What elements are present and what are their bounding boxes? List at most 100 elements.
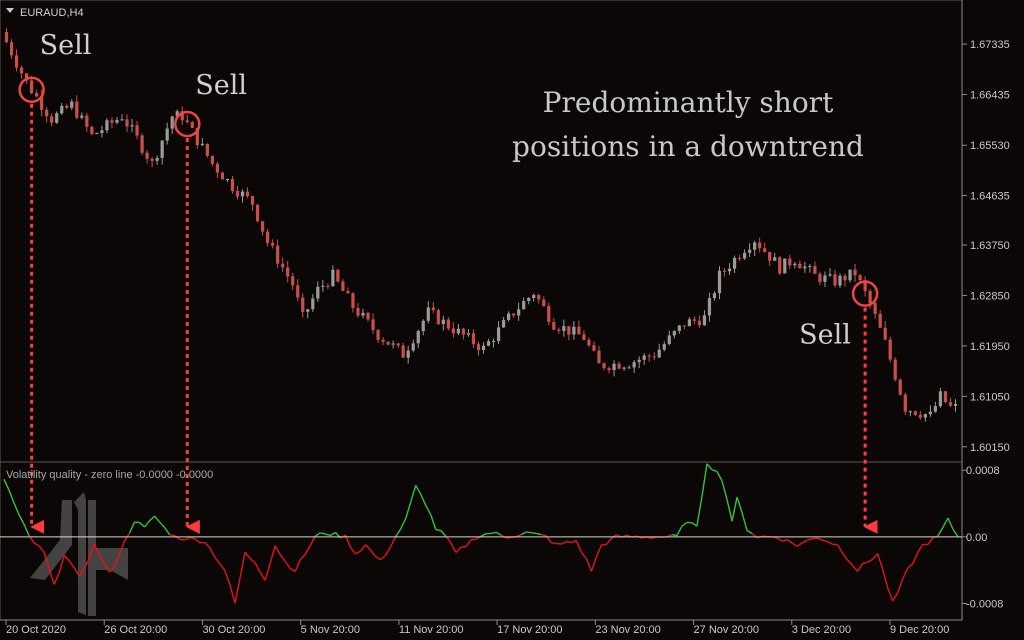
svg-text:-0.0008: -0.0008 bbox=[966, 599, 1003, 611]
candle bbox=[80, 112, 84, 120]
candle bbox=[667, 330, 671, 346]
indicator-segment bbox=[134, 521, 140, 524]
candle bbox=[361, 308, 365, 319]
candle bbox=[702, 310, 707, 326]
candle bbox=[602, 362, 606, 371]
candle bbox=[341, 279, 345, 292]
candle bbox=[421, 319, 425, 336]
indicator-segment bbox=[174, 535, 181, 540]
candle bbox=[160, 140, 164, 165]
candle bbox=[140, 133, 144, 156]
price-axis: 1.67335 1.66435 1.65530 1.64635 1.63750 1.628… bbox=[962, 39, 1010, 454]
indicator-segment bbox=[33, 542, 40, 547]
symbol-dropdown-icon[interactable] bbox=[6, 8, 14, 13]
candle bbox=[567, 326, 571, 341]
svg-text:1.65530: 1.65530 bbox=[970, 140, 1010, 152]
indicator-segment bbox=[786, 539, 793, 544]
candle bbox=[466, 329, 471, 337]
indicator-segment bbox=[149, 515, 156, 522]
candle bbox=[737, 254, 742, 262]
indicator-segment bbox=[440, 530, 447, 537]
candle bbox=[331, 265, 335, 288]
indicator-segment bbox=[671, 533, 677, 537]
indicator-segment bbox=[435, 528, 441, 532]
indicator-segment bbox=[415, 485, 422, 495]
indicator-segment bbox=[259, 571, 266, 581]
candle bbox=[230, 175, 235, 194]
candle bbox=[235, 185, 240, 200]
indicator-segment bbox=[38, 545, 45, 553]
price-tick: 1.61950 bbox=[962, 341, 1010, 353]
candle bbox=[19, 65, 24, 79]
candle bbox=[205, 143, 209, 158]
candle bbox=[577, 320, 581, 335]
candle bbox=[607, 366, 611, 374]
candle bbox=[948, 397, 953, 408]
candle bbox=[406, 345, 410, 364]
watermark-logo bbox=[30, 492, 128, 616]
candle bbox=[933, 401, 938, 413]
candle bbox=[436, 308, 440, 326]
candle bbox=[316, 281, 320, 302]
candle bbox=[145, 150, 149, 164]
indicator-segment bbox=[817, 537, 823, 541]
candle bbox=[386, 341, 390, 346]
candle bbox=[110, 117, 114, 129]
candle bbox=[622, 366, 626, 371]
candle bbox=[45, 106, 49, 123]
indicator-segment bbox=[847, 559, 854, 566]
candle bbox=[532, 293, 536, 302]
indicator-tick: 0.0008 bbox=[962, 465, 1000, 477]
indicator-segment bbox=[601, 543, 607, 546]
time-tick: 20 Oct 2020 bbox=[5, 620, 66, 636]
candle bbox=[245, 187, 250, 198]
candle bbox=[115, 117, 119, 125]
indicator-segment bbox=[204, 541, 211, 549]
candle bbox=[496, 321, 501, 345]
time-tick: 11 Nov 20:00 bbox=[398, 620, 464, 636]
candle bbox=[260, 220, 265, 236]
indicator-segment bbox=[214, 557, 221, 565]
indicator-segment bbox=[726, 499, 733, 522]
candle bbox=[366, 311, 370, 322]
candle bbox=[501, 316, 506, 328]
indicator-segment bbox=[691, 522, 698, 527]
candle bbox=[918, 410, 922, 420]
indicator-segment bbox=[952, 528, 959, 538]
candle bbox=[35, 89, 39, 98]
indicator-segment bbox=[144, 520, 151, 528]
indicator-segment bbox=[43, 552, 50, 570]
indicator-segment bbox=[812, 537, 818, 540]
indicator-segment bbox=[947, 517, 954, 530]
candle bbox=[657, 343, 661, 359]
candle bbox=[798, 260, 802, 269]
candle bbox=[522, 297, 526, 310]
indicator-segment bbox=[234, 578, 241, 604]
indicator-segment bbox=[551, 542, 557, 545]
indicator-segment bbox=[264, 563, 271, 581]
indicator-segment bbox=[314, 532, 321, 537]
candle bbox=[180, 106, 184, 126]
indicator-segment bbox=[118, 540, 126, 556]
sell-annotation: Sell bbox=[799, 280, 879, 534]
indicator-segment bbox=[887, 587, 894, 602]
indicator-segment bbox=[566, 540, 572, 544]
candle bbox=[953, 399, 958, 412]
svg-text:5 Nov 20:00: 5 Nov 20:00 bbox=[301, 624, 360, 636]
candle bbox=[542, 296, 546, 307]
candle bbox=[833, 269, 837, 288]
candle bbox=[100, 125, 104, 138]
indicator-segment bbox=[325, 533, 331, 537]
candle bbox=[165, 122, 169, 145]
price-panel-frame bbox=[0, 0, 963, 463]
indicator-axis: 0.0008 0.00 -0.0008 bbox=[962, 465, 1003, 611]
candle bbox=[818, 271, 822, 286]
indicator-segment bbox=[531, 531, 537, 535]
indicator-segment bbox=[284, 560, 291, 569]
candle bbox=[240, 189, 245, 203]
time-tick: 23 Nov 20:00 bbox=[594, 620, 661, 636]
indicator-segment bbox=[384, 546, 392, 556]
svg-text:30 Oct 20:00: 30 Oct 20:00 bbox=[202, 624, 265, 636]
indicator-segment bbox=[796, 542, 803, 548]
candle bbox=[773, 252, 777, 261]
